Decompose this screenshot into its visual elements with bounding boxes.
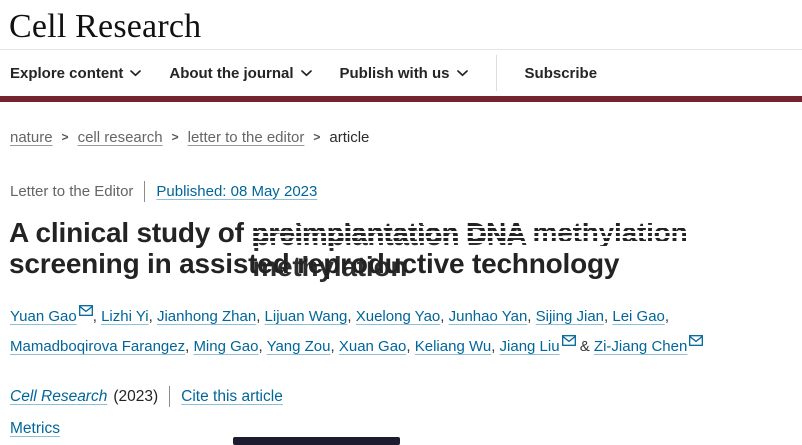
nav-item-label: Subscribe	[524, 64, 598, 82]
author-link-ming-gao[interactable]: Ming Gao	[193, 338, 259, 355]
article-type-label: Letter to the Editor	[10, 183, 134, 200]
breadcrumb-item-article: article	[329, 129, 370, 146]
nav-item-publish-with-us[interactable]: Publish with us	[340, 65, 468, 82]
email-envelope-icon[interactable]	[78, 305, 93, 316]
breadcrumb-separator: >	[313, 130, 321, 144]
article-title-glitch-ghost: preimplantation DNA methylation	[252, 220, 526, 282]
author-link-yuan-gao[interactable]: Yuan Gao	[10, 308, 77, 325]
chevron-down-icon	[456, 69, 468, 76]
author-link-xuan-gao[interactable]: Xuan Gao	[338, 338, 407, 355]
nav-item-subscribe[interactable]: Subscribe	[525, 65, 598, 82]
accent-bar	[0, 96, 802, 102]
journal-name-link[interactable]: Cell Research	[10, 387, 108, 405]
cite-this-article-link[interactable]: Cite this article	[181, 387, 283, 405]
chevron-down-icon	[300, 69, 312, 76]
nav-item-label: Explore content	[10, 64, 124, 82]
main-nav: Explore content About the journal Publish …	[0, 50, 802, 96]
nav-item-explore-content[interactable]: Explore content	[10, 64, 142, 82]
masthead: Cell Research	[0, 0, 802, 50]
breadcrumb-item-cell-research[interactable]: cell research	[77, 129, 163, 146]
nav-item-label: About the journal	[169, 64, 294, 82]
email-envelope-icon[interactable]	[561, 335, 576, 346]
email-envelope-icon[interactable]	[689, 335, 704, 346]
citation-row: Cell Research (2023) Cite this article	[10, 386, 802, 407]
breadcrumb-item-nature[interactable]: nature	[10, 129, 53, 146]
bottom-artifact-bar	[233, 437, 400, 445]
author-link-jiang-liu[interactable]: Jiang Liu	[499, 338, 560, 355]
author-link-mamadboqirova-farangez[interactable]: Mamadboqirova Farangez	[10, 338, 186, 355]
author-link-lizhi-yi[interactable]: Lizhi Yi	[101, 308, 149, 325]
author-link-junhao-yan[interactable]: Junhao Yan	[448, 308, 528, 325]
nav-divider	[495, 55, 497, 91]
author-link-jianhong-zhan[interactable]: Jianhong Zhan	[156, 308, 257, 325]
nav-item-about-the-journal[interactable]: About the journal	[169, 64, 312, 82]
breadcrumb-separator: >	[61, 130, 69, 144]
journal-logo[interactable]: Cell Research	[9, 8, 202, 45]
author-link-lijuan-wang[interactable]: Lijuan Wang	[264, 308, 348, 325]
journal-year: (2023)	[113, 387, 159, 405]
author-link-lei-gao[interactable]: Lei Gao	[612, 308, 665, 325]
article-meta-row: Letter to the Editor Published: 08 May 2…	[10, 181, 802, 202]
author-list: Yuan Gao, Lizhi Yi, Jianhong Zhan, Lijua…	[10, 302, 774, 362]
article-title: A clinical study of preimplantation DNA …	[9, 216, 784, 282]
article-title-prefix: A clinical study of	[9, 217, 252, 248]
author-link-xuelong-yao[interactable]: Xuelong Yao	[355, 308, 441, 325]
breadcrumb-item-letter-to-the-editor[interactable]: letter to the editor	[187, 129, 305, 146]
cite-divider	[169, 386, 171, 407]
author-link-zi-jiang-chen[interactable]: Zi-Jiang Chen	[593, 338, 688, 355]
breadcrumb: nature > cell research > letter to the edito…	[10, 129, 802, 146]
article-title-suffix: screening in assisted reproductive techn…	[9, 248, 620, 279]
breadcrumb-separator: >	[171, 130, 179, 144]
metrics-row: Metrics	[10, 420, 802, 438]
chevron-down-icon	[130, 69, 142, 76]
author-link-keliang-wu[interactable]: Keliang Wu	[414, 338, 492, 355]
article-title-glitched-segment: preimplantation DNA methylation preimplan…	[249, 216, 690, 282]
author-link-sijing-jian[interactable]: Sijing Jian	[535, 308, 605, 325]
nav-item-label: Publish with us	[339, 64, 450, 82]
metrics-link[interactable]: Metrics	[10, 420, 60, 437]
meta-divider	[144, 181, 146, 202]
published-date-link[interactable]: Published: 08 May 2023	[156, 183, 318, 200]
author-link-yang-zou[interactable]: Yang Zou	[266, 338, 331, 355]
